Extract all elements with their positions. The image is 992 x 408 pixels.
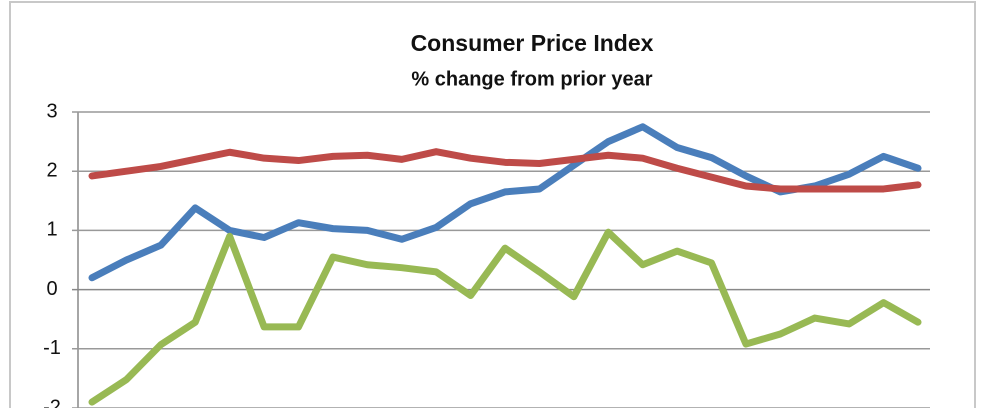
- y-tick-label: 2: [46, 159, 57, 181]
- y-tick-label: 3: [46, 100, 57, 122]
- y-tick-label: 1: [46, 219, 57, 241]
- chart-title: Consumer Price Index: [411, 30, 654, 56]
- series-line: [88, 148, 922, 193]
- y-tick-label: -2: [43, 396, 61, 408]
- y-tick-label: -1: [43, 337, 61, 359]
- chart-subtitle: % change from prior year: [411, 68, 652, 90]
- y-tick-label: 0: [46, 278, 57, 300]
- series-line: [88, 228, 922, 406]
